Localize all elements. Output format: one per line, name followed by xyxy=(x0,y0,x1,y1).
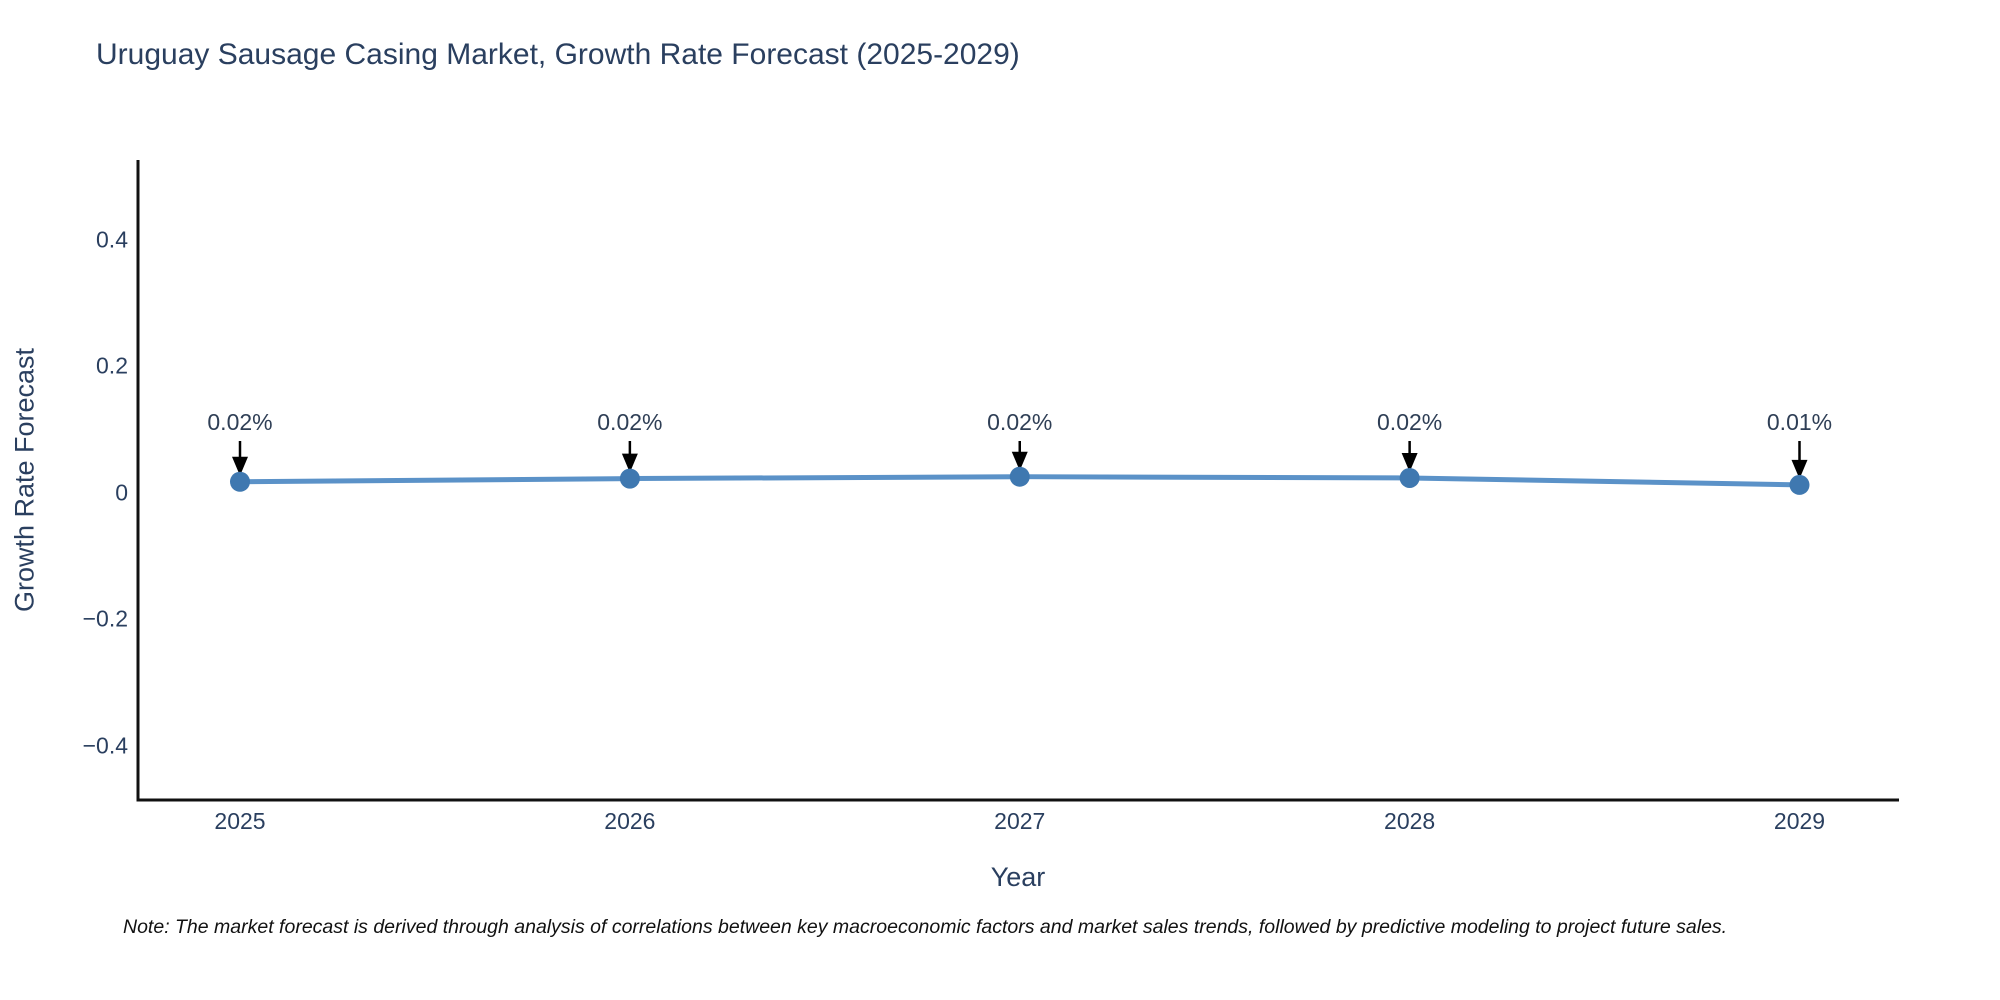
data-point-label: 0.02% xyxy=(597,409,663,435)
axis-lines xyxy=(136,160,1899,802)
footnote: Note: The market forecast is derived thr… xyxy=(123,916,1728,938)
x-axis-tick-label: 2029 xyxy=(1773,808,1826,834)
data-point-label: 0.02% xyxy=(987,409,1053,435)
chart-title: Uruguay Sausage Casing Market, Growth Ra… xyxy=(96,38,1020,71)
data-point-marker xyxy=(1009,466,1030,487)
data-point-marker xyxy=(1789,474,1810,495)
annotation-arrow-head xyxy=(232,456,248,476)
annotation-arrow-head xyxy=(1401,452,1418,472)
data-point-label: 0.02% xyxy=(207,409,273,435)
data-point-marker xyxy=(619,468,640,489)
y-axis-title: Growth Rate Forecast xyxy=(9,347,40,613)
annotation-arrow-head xyxy=(621,453,638,473)
x-axis-tick-label: 2025 xyxy=(214,808,266,834)
x-axis-tick-label: 2027 xyxy=(994,808,1046,834)
data-point-marker xyxy=(1399,467,1420,488)
data-point-label: 0.01% xyxy=(1766,409,1833,435)
annotation-arrow-head xyxy=(1011,451,1028,471)
x-axis-title: Year xyxy=(990,862,1046,892)
y-axis-tick-label: −0.4 xyxy=(82,732,128,758)
x-axis-tick-label: 2026 xyxy=(604,808,656,834)
y-axis-tick-label: 0.2 xyxy=(96,352,128,379)
y-axis-tick-label: 0.4 xyxy=(96,226,128,252)
data-point-marker xyxy=(230,471,250,492)
data-point-label: 0.02% xyxy=(1377,409,1443,435)
annotation-arrow-head xyxy=(1791,459,1808,479)
y-axis-tick-label: −0.2 xyxy=(82,605,128,632)
y-axis-tick-label: 0 xyxy=(115,479,128,505)
x-axis-tick-label: 2028 xyxy=(1384,808,1436,834)
